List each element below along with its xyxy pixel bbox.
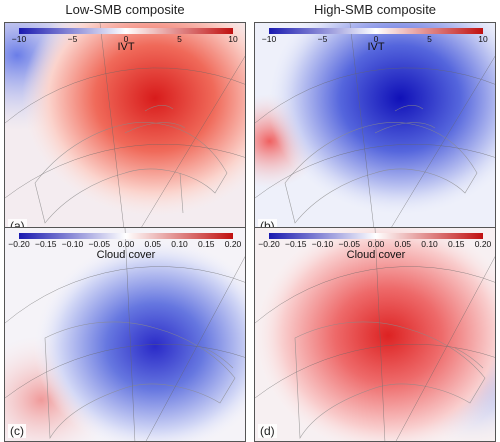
colorbar-tick-label: 0 — [373, 34, 379, 44]
colorbar-tick-label: −5 — [67, 34, 78, 44]
colorbar-tick-label: 0.05 — [394, 239, 412, 249]
cloud-cover-anomaly-map-d — [255, 228, 495, 441]
colorbar-ticks-c: −0.20 −0.15 −0.10 −0.05 0.00 0.05 0.10 0.15 0.20 — [8, 239, 242, 249]
colorbar-tick-label: −0.20 — [8, 239, 30, 249]
colorbar-tick-label: −5 — [317, 34, 328, 44]
colorbar-gradient-a — [19, 28, 233, 34]
colorbar-tick-label: −0.15 — [284, 239, 307, 249]
colorbar-tick-label: 0.00 — [117, 239, 135, 249]
colorbar-label-c: Cloud cover — [96, 249, 156, 261]
panel-label-d: (d) — [258, 424, 277, 438]
colorbar-tick-label: 5 — [177, 34, 182, 44]
colorbar-tick-label: −0.10 — [61, 239, 84, 249]
colorbar-tick-label: 0.10 — [421, 239, 438, 249]
colorbar-label-b: IVT — [367, 41, 385, 53]
colorbar-tick-label: 10 — [478, 34, 488, 44]
colorbar-tick-label: 0.15 — [197, 239, 215, 249]
colorbar-tick-label: −10 — [11, 34, 27, 44]
colorbar-ticks-d: −0.20 −0.15 −0.10 −0.05 0.00 0.05 0.10 0.15 0.20 — [258, 239, 492, 249]
colorbar-tick-label: 0.10 — [171, 239, 188, 249]
colorbar-label-a: IVT — [117, 41, 135, 53]
colorbar-tick-label: −0.05 — [338, 239, 361, 249]
colorbar-tick-label: 10 — [228, 34, 238, 44]
colorbar-tick-label: −0.10 — [311, 239, 334, 249]
colorbar-tick-label: 0 — [123, 34, 129, 44]
title-low-smb: Low-SMB composite — [65, 2, 185, 17]
panel-d-high-smb-cloud: −0.20 −0.15 −0.10 −0.05 0.00 0.05 0.10 0.15 0.20… — [254, 227, 496, 442]
colorbar-tick-label: 0.20 — [224, 239, 242, 249]
ivt-anomaly-map-b — [255, 23, 495, 236]
colorbar-tick-label: −0.20 — [258, 239, 280, 249]
colorbar-label-d: Cloud cover — [346, 249, 406, 261]
colorbar-tick-label: 0.15 — [447, 239, 465, 249]
panel-label-c: (c) — [8, 424, 26, 438]
panel-c-low-smb-cloud: −0.20 −0.15 −0.10 −0.05 0.00 0.05 0.10 0.15 0.20… — [4, 227, 246, 442]
colorbar-ticks-a: −10 −5 0 5 10 — [11, 34, 241, 44]
colorbar-gradient-b — [269, 28, 483, 34]
colorbar-tick-label: 5 — [427, 34, 432, 44]
colorbar-tick-label: 0.00 — [367, 239, 385, 249]
colorbar-tick-label: −0.05 — [88, 239, 111, 249]
panel-a-low-smb-ivt: −10 −5 0 5 10 IVT (a) — [4, 22, 246, 237]
colorbar-ticks-b: −10 −5 0 5 10 — [261, 34, 491, 44]
ivt-anomaly-map-a — [5, 23, 245, 236]
colorbar-gradient-d — [269, 233, 483, 239]
panel-b-high-smb-ivt: −10 −5 0 5 10 IVT (b) — [254, 22, 496, 237]
title-high-smb: High-SMB composite — [313, 2, 437, 17]
colorbar-gradient-c — [19, 233, 233, 239]
cloud-cover-anomaly-map-c — [5, 228, 245, 441]
colorbar-tick-label: −10 — [261, 34, 277, 44]
colorbar-tick-label: −0.15 — [34, 239, 57, 249]
colorbar-tick-label: 0.05 — [144, 239, 162, 249]
colorbar-tick-label: 0.20 — [474, 239, 492, 249]
